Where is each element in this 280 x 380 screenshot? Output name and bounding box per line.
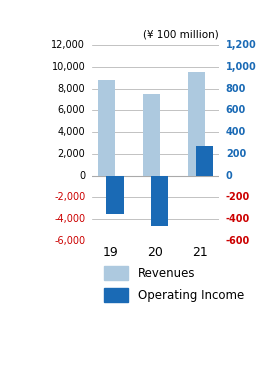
Text: (¥ 100 million): (¥ 100 million) bbox=[143, 29, 219, 39]
Text: 0: 0 bbox=[79, 171, 85, 180]
Text: 1,000: 1,000 bbox=[226, 62, 256, 72]
Text: -200: -200 bbox=[226, 192, 250, 203]
Bar bbox=[106, 176, 123, 214]
Text: 8,000: 8,000 bbox=[58, 84, 85, 93]
Text: 400: 400 bbox=[226, 127, 246, 137]
Text: 600: 600 bbox=[226, 105, 246, 116]
Bar bbox=[143, 94, 160, 176]
Text: 4,000: 4,000 bbox=[58, 127, 85, 137]
Text: -2,000: -2,000 bbox=[54, 192, 85, 203]
Text: 12,000: 12,000 bbox=[52, 40, 85, 50]
Text: -6,000: -6,000 bbox=[54, 236, 85, 246]
Bar bbox=[188, 72, 205, 176]
Text: -4,000: -4,000 bbox=[54, 214, 85, 224]
Bar bbox=[151, 176, 168, 226]
Text: 10,000: 10,000 bbox=[52, 62, 85, 72]
Text: -600: -600 bbox=[226, 236, 250, 246]
Text: 6,000: 6,000 bbox=[58, 105, 85, 116]
Text: 1,200: 1,200 bbox=[226, 40, 256, 50]
Text: 2,000: 2,000 bbox=[57, 149, 85, 159]
Bar bbox=[98, 80, 115, 176]
Bar bbox=[196, 146, 213, 176]
Text: -400: -400 bbox=[226, 214, 250, 224]
Text: 800: 800 bbox=[226, 84, 246, 93]
Text: 200: 200 bbox=[226, 149, 246, 159]
Legend: Revenues, Operating Income: Revenues, Operating Income bbox=[104, 266, 244, 302]
Text: 0: 0 bbox=[226, 171, 233, 180]
